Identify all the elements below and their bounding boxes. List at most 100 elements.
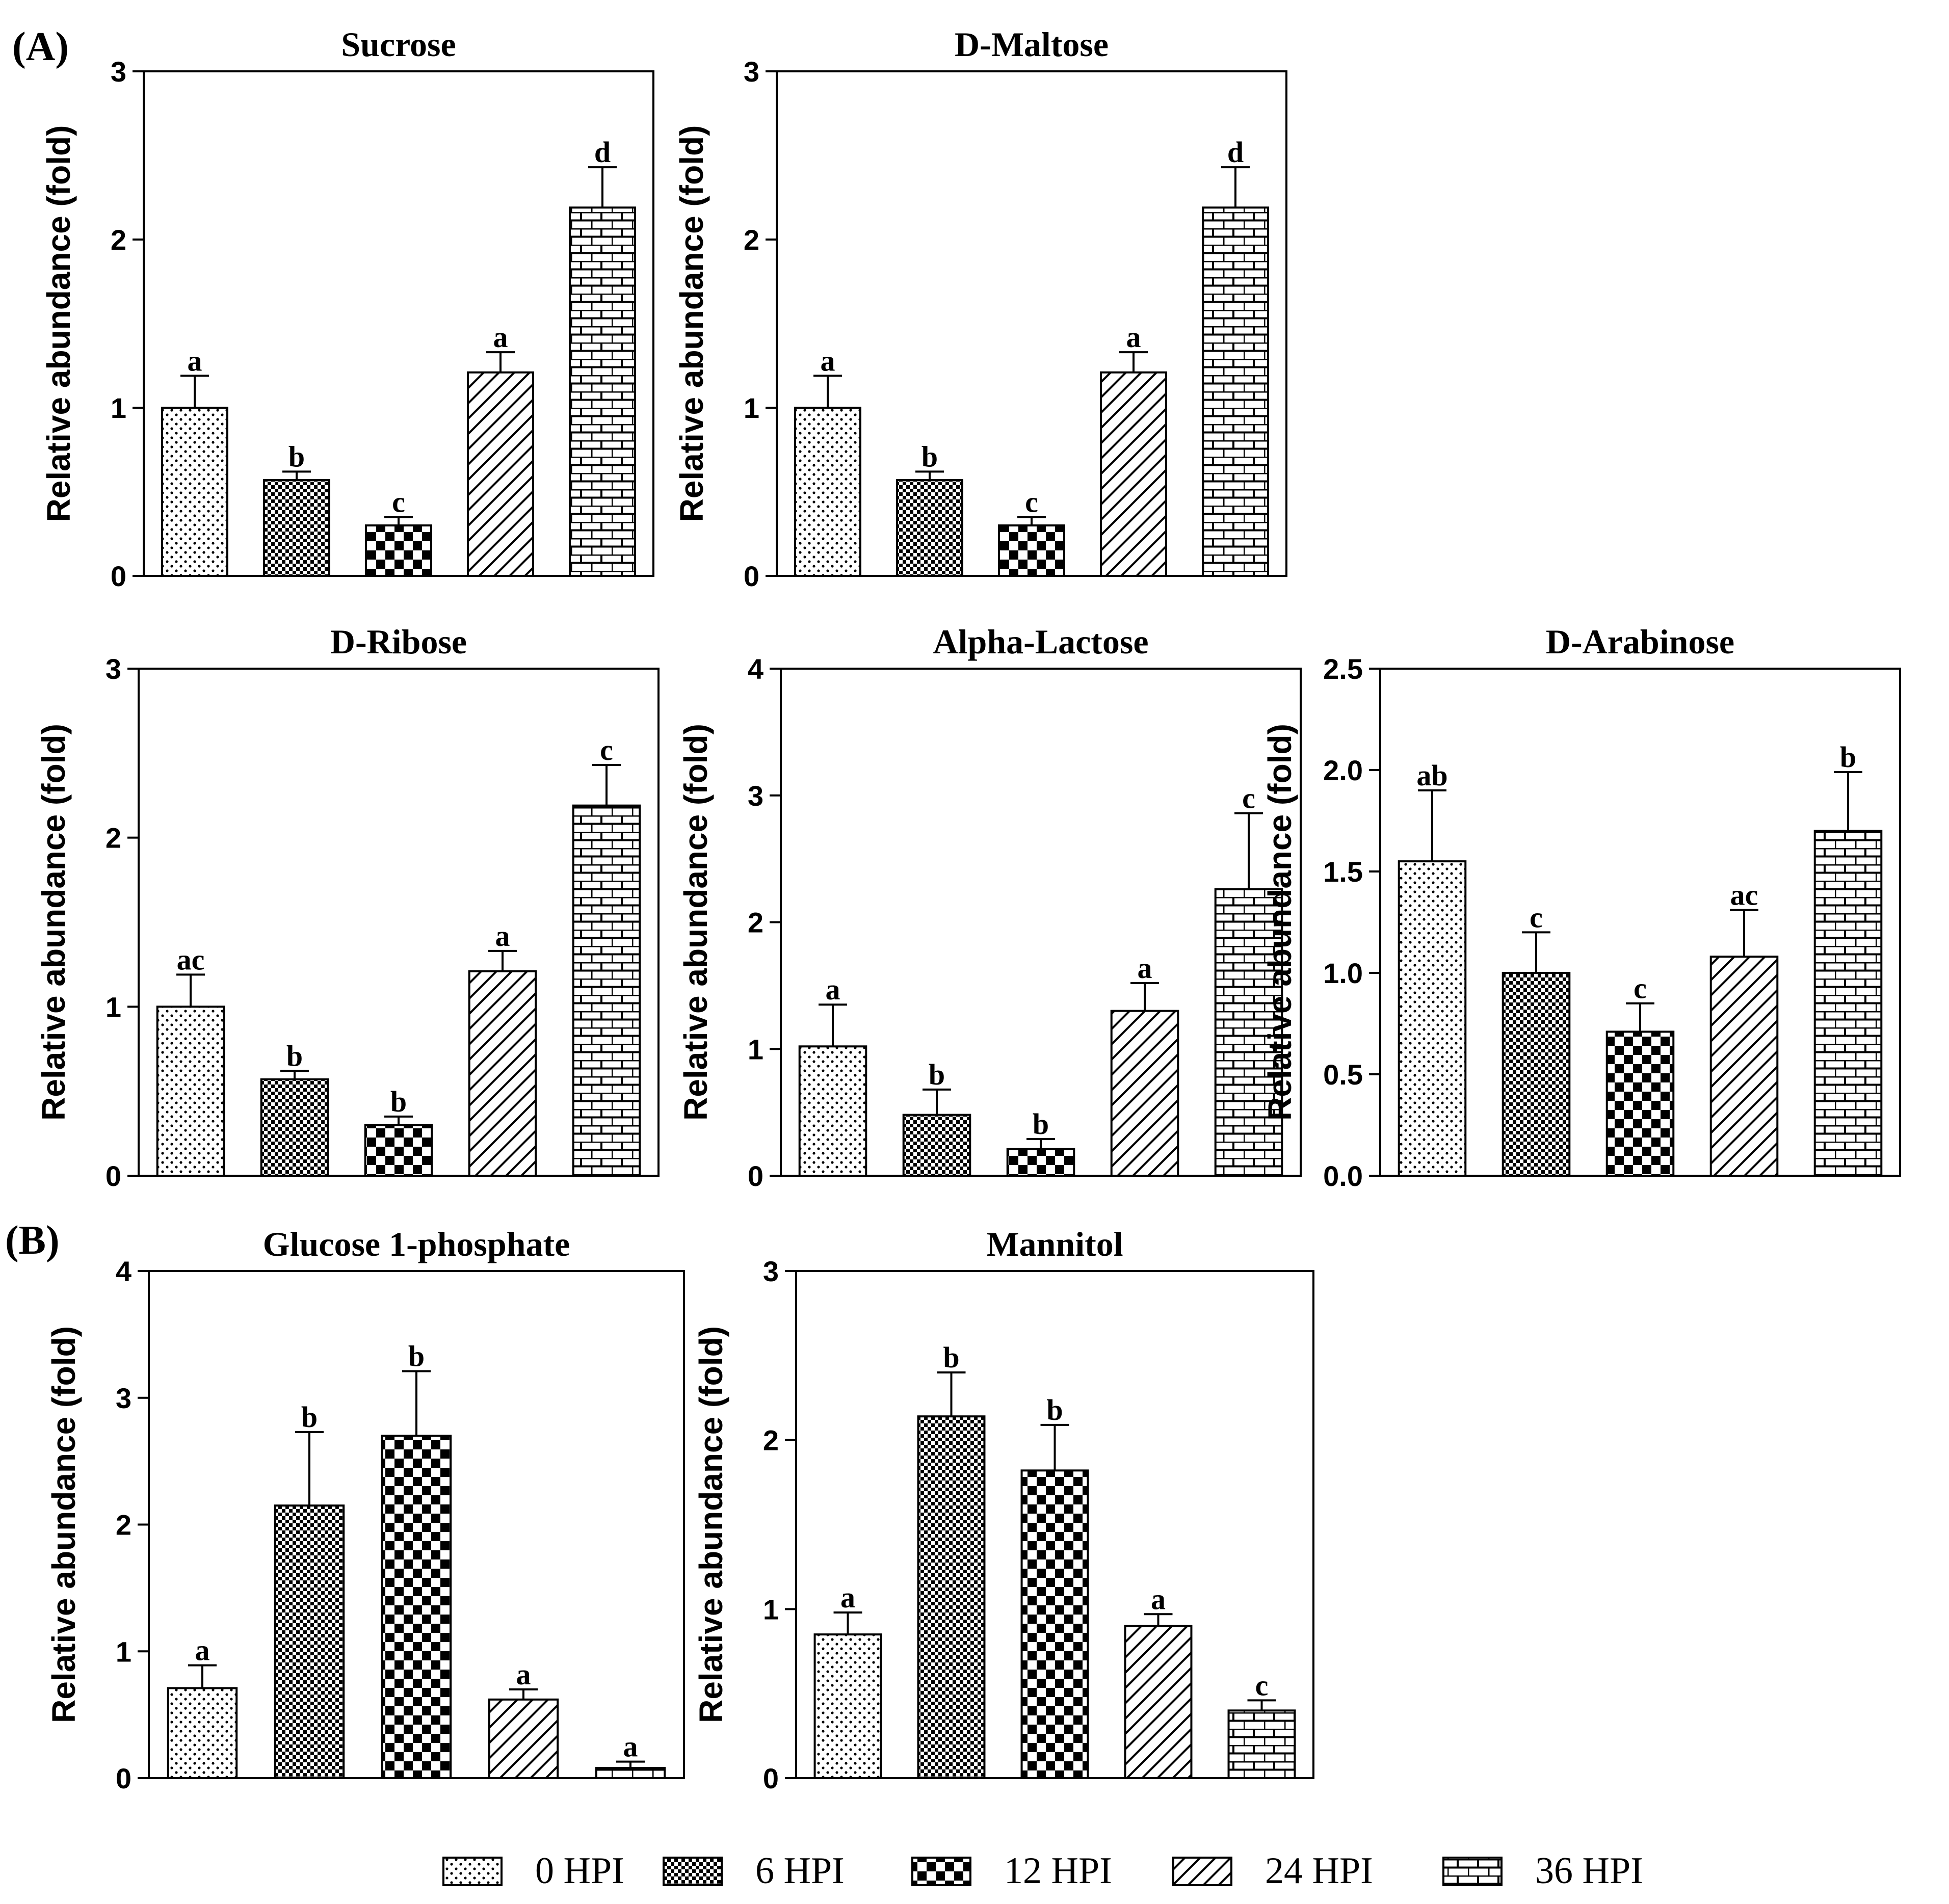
y-tick-label: 0	[744, 560, 759, 592]
significance-letter: b	[408, 1340, 425, 1373]
y-tick-label: 2	[106, 822, 121, 854]
significance-letter: ab	[1416, 759, 1447, 792]
bar-6-hpi	[902, 1114, 971, 1177]
bar-36-hpi	[1202, 206, 1269, 577]
significance-letter: d	[594, 136, 611, 169]
y-tick-label: 1	[111, 392, 126, 424]
bar-36-hpi	[1227, 1709, 1296, 1779]
significance-letter: c	[1025, 486, 1038, 519]
bar-24-hpi	[488, 1698, 559, 1779]
y-tick-label: 1	[748, 1033, 763, 1065]
significance-letter: a	[623, 1730, 638, 1763]
bar-24-hpi	[1100, 371, 1167, 577]
y-tick-label: 1.5	[1323, 856, 1363, 888]
significance-letter: a	[840, 1581, 855, 1614]
chart-title: Alpha-Lactose	[933, 622, 1148, 661]
legend-item-24-hpi: 24 HPI	[1172, 1850, 1373, 1892]
significance-letter: a	[826, 973, 840, 1006]
y-tick-label: 0	[106, 1160, 121, 1192]
significance-letter: b	[288, 440, 305, 473]
bar-24-hpi	[467, 371, 534, 577]
y-tick-label: 2.0	[1323, 754, 1363, 786]
significance-letter: a	[516, 1658, 531, 1691]
bar-0-hpi	[1398, 860, 1467, 1177]
y-tick-label: 1	[744, 392, 759, 424]
legend-label: 0 HPI	[535, 1850, 624, 1892]
legend: 0 HPI 6 HPI 12 HPI 24 HPI 36 HPI	[442, 1850, 1643, 1892]
bar-0-hpi	[161, 407, 228, 577]
legend-swatch	[663, 1857, 723, 1886]
y-axis-label: Relative abundance (fold)	[40, 125, 77, 522]
chart-mannitol: Mannitol 0 1 2 3 Relative abundance (fold) a b b…	[693, 1225, 1314, 1794]
y-tick-label: 3	[744, 56, 759, 88]
legend-item-6-hpi: 6 HPI	[663, 1850, 845, 1892]
significance-letter: b	[286, 1039, 303, 1072]
legend-item-12-hpi: 12 HPI	[911, 1850, 1112, 1892]
chart-title: Glucose 1-phosphate	[263, 1225, 570, 1263]
y-axis-label: Relative abundance (fold)	[693, 1326, 729, 1723]
y-tick-label: 3	[763, 1255, 779, 1287]
y-tick-label: 0	[111, 560, 126, 592]
bar-12-hpi	[381, 1435, 452, 1779]
legend-label: 24 HPI	[1265, 1850, 1373, 1892]
legend-label: 36 HPI	[1535, 1850, 1643, 1892]
bar-12-hpi	[1006, 1148, 1075, 1177]
bar-36-hpi	[569, 206, 636, 577]
significance-letter: a	[188, 344, 202, 377]
bar-0-hpi	[156, 1006, 225, 1177]
y-tick-label: 4	[116, 1255, 131, 1287]
bar-12-hpi	[1605, 1030, 1675, 1177]
bar-12-hpi	[1020, 1469, 1089, 1780]
bar-6-hpi	[274, 1504, 345, 1779]
y-tick-label: 2.5	[1323, 653, 1363, 685]
bar-12-hpi	[364, 1124, 433, 1177]
significance-letter: b	[929, 1058, 945, 1091]
y-tick-label: 2	[111, 224, 126, 256]
bar-36-hpi	[595, 1767, 666, 1780]
y-axis-label: Relative abundance (fold)	[673, 125, 710, 522]
y-tick-label: 3	[116, 1382, 131, 1414]
y-tick-label: 0	[763, 1762, 779, 1794]
significance-letter: c	[392, 486, 405, 519]
bar-0-hpi	[798, 1045, 867, 1177]
y-tick-label: 2	[748, 907, 763, 939]
significance-letter: b	[301, 1400, 318, 1434]
y-tick-label: 0	[116, 1762, 131, 1794]
bar-36-hpi	[572, 804, 641, 1177]
bar-12-hpi	[365, 524, 432, 577]
significance-letter: c	[1255, 1669, 1269, 1702]
legend-label: 12 HPI	[1004, 1850, 1112, 1892]
legend-swatch	[1442, 1857, 1503, 1886]
chart-alpha-lactose: Alpha-Lactose 0 1 2 3 4 Relative abundance (fo…	[677, 622, 1302, 1192]
significance-letter: b	[921, 440, 938, 473]
y-tick-label: 3	[748, 780, 763, 812]
chart-title: Sucrose	[341, 25, 456, 64]
significance-letter: b	[1840, 741, 1856, 774]
legend-swatch	[911, 1857, 971, 1886]
significance-letter: b	[390, 1085, 407, 1118]
significance-letter: ac	[177, 943, 205, 976]
significance-letter: c	[600, 733, 613, 766]
y-axis-label: Relative abundance (fold)	[677, 724, 714, 1121]
y-tick-label: 2	[763, 1424, 779, 1457]
chart-d-maltose: D-Maltose 0 1 2 3 Relative abundance (fold) a b…	[673, 25, 1287, 592]
y-tick-label: 1.0	[1323, 957, 1363, 989]
bar-12-hpi	[998, 524, 1065, 577]
bar-6-hpi	[896, 479, 963, 577]
panel-label-b: (B)	[5, 1218, 60, 1263]
chart-d-arabinose: D-Arabinose 0.0 0.5 1.0 1.5 2.0 2.5 Relative ab…	[1261, 622, 1901, 1192]
chart-title: D-Arabinose	[1546, 622, 1734, 661]
chart-title: D-Ribose	[330, 622, 467, 661]
y-tick-label: 4	[748, 653, 763, 685]
significance-letter: b	[1033, 1107, 1049, 1141]
bar-6-hpi	[260, 1078, 329, 1177]
significance-letter: a	[821, 344, 835, 377]
significance-letter: ac	[1730, 879, 1758, 912]
y-tick-label: 1	[763, 1593, 779, 1625]
chart-title: Mannitol	[986, 1225, 1123, 1263]
chart-sucrose: Sucrose 0 1 2 3 Relative abundance (fold) a b c a…	[40, 25, 654, 592]
legend-item-36-hpi: 36 HPI	[1442, 1850, 1643, 1892]
